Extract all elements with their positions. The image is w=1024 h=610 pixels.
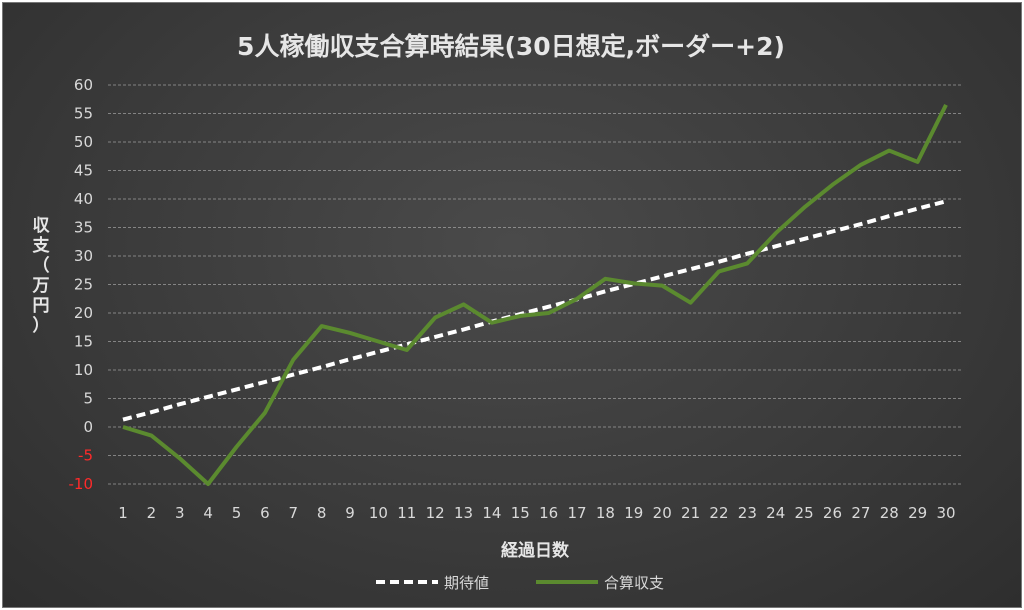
y-tick-label: 50 xyxy=(74,133,93,151)
x-tick-label: 8 xyxy=(317,504,327,522)
y-tick-label: -5 xyxy=(78,447,93,465)
x-tick-label: 9 xyxy=(345,504,355,522)
x-tick-label: 10 xyxy=(369,504,388,522)
y-tick-label: 55 xyxy=(74,105,93,123)
x-tick-label: 11 xyxy=(397,504,416,522)
y-tick-label: 35 xyxy=(74,219,93,237)
y-tick-label: 25 xyxy=(74,276,93,294)
gridlines xyxy=(108,84,961,485)
y-axis-title-char: （ xyxy=(33,255,50,276)
y-tick-label: 40 xyxy=(74,190,93,208)
y-tick-label: 60 xyxy=(74,76,93,94)
y-axis-ticks: -10 -5 0 5 10 15 20 25 30 35 40 45 50 55 60 xyxy=(69,76,94,493)
y-tick-label: 15 xyxy=(74,333,93,351)
x-tick-label: 30 xyxy=(936,504,955,522)
legend-label: 合算収支 xyxy=(604,574,664,592)
x-tick-label: 2 xyxy=(147,504,157,522)
x-tick-label: 21 xyxy=(681,504,700,522)
x-axis-title: 経過日数 xyxy=(501,540,570,561)
x-tick-label: 3 xyxy=(175,504,185,522)
x-tick-label: 20 xyxy=(653,504,672,522)
x-tick-label: 25 xyxy=(795,504,814,522)
y-tick-label: 20 xyxy=(74,304,93,322)
y-axis-title-char: 円 xyxy=(33,296,50,316)
series-line-1 xyxy=(122,199,947,422)
x-axis-ticks: 1 2 3 4 5 6 7 8 9 10 11 12 13 14 15 16 17 18 19 20 21 22 23 24 2… xyxy=(118,504,955,522)
x-tick-label: 7 xyxy=(289,504,299,522)
y-axis-title-char: 支 xyxy=(33,235,51,256)
x-tick-label: 1 xyxy=(118,504,128,522)
series-line-2 xyxy=(122,104,948,486)
x-tick-label: 24 xyxy=(766,504,785,522)
legend-label: 期待値 xyxy=(444,574,489,592)
y-tick-label: 0 xyxy=(83,418,93,436)
y-tick-label: 5 xyxy=(83,390,93,408)
y-tick-label: -10 xyxy=(69,475,94,493)
y-axis-title-char: 万 xyxy=(32,276,50,296)
x-tick-label: 29 xyxy=(908,504,927,522)
x-tick-label: 15 xyxy=(511,504,530,522)
line-chart: 5人稼働収支合算時結果(30日想定,ボーダー+2) -10-5051015202… xyxy=(32,32,961,592)
legend: 期待値 合算収支 xyxy=(376,574,664,592)
y-axis-title-char: 収 xyxy=(33,216,51,236)
x-tick-label: 23 xyxy=(738,504,757,522)
y-tick-label: 10 xyxy=(74,361,93,379)
x-tick-label: 13 xyxy=(454,504,473,522)
x-tick-label: 17 xyxy=(568,504,587,522)
y-axis-title-char: ） xyxy=(33,315,50,336)
y-tick-label: 30 xyxy=(74,247,93,265)
x-tick-label: 12 xyxy=(426,504,445,522)
x-tick-label: 18 xyxy=(596,504,615,522)
x-tick-label: 5 xyxy=(232,504,242,522)
x-tick-label: 26 xyxy=(823,504,842,522)
x-tick-label: 6 xyxy=(260,504,270,522)
x-tick-label: 16 xyxy=(539,504,558,522)
x-tick-label: 19 xyxy=(624,504,643,522)
y-axis-title: 収支（万円） xyxy=(32,216,51,336)
series-lines xyxy=(122,104,948,486)
y-tick-label: 45 xyxy=(74,162,93,180)
x-tick-label: 28 xyxy=(880,504,899,522)
x-tick-label: 4 xyxy=(203,504,213,522)
chart-title: 5人稼働収支合算時結果(30日想定,ボーダー+2) xyxy=(237,32,785,61)
x-tick-label: 14 xyxy=(482,504,501,522)
x-tick-label: 22 xyxy=(709,504,728,522)
x-tick-label: 27 xyxy=(851,504,870,522)
